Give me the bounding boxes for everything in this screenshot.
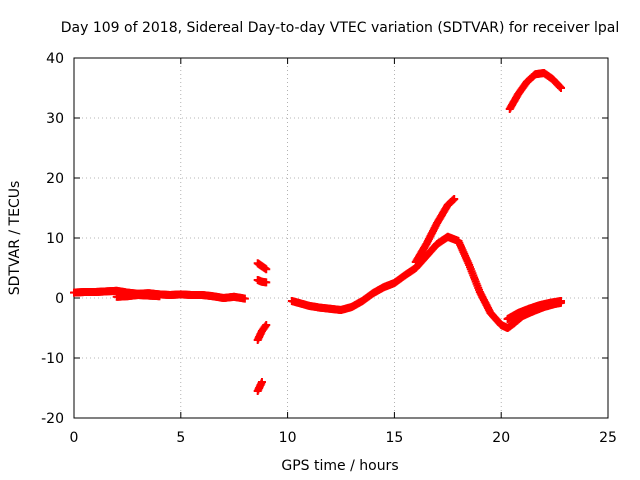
data-point xyxy=(450,195,459,203)
data-series xyxy=(253,276,271,287)
data-point xyxy=(262,278,271,287)
y-tick-label: 20 xyxy=(46,171,64,187)
data-point xyxy=(240,294,249,303)
data-markers xyxy=(70,69,566,395)
x-axis-label: GPS time / hours xyxy=(281,458,398,474)
data-series xyxy=(253,321,271,344)
y-tick-label: 40 xyxy=(46,51,64,67)
data-series xyxy=(253,378,266,395)
data-point xyxy=(155,292,164,301)
data-series xyxy=(505,69,566,113)
x-tick-labels: 0 5 10 15 20 25 xyxy=(70,430,617,446)
x-tick-label: 5 xyxy=(176,430,185,446)
x-tick-label: 20 xyxy=(492,430,510,446)
y-tick-labels: -20 -10 0 10 20 30 40 xyxy=(41,51,64,427)
grid xyxy=(74,58,608,418)
y-axis-label: SDTVAR / TECUs xyxy=(7,181,23,296)
y-tick-label: 10 xyxy=(46,231,64,247)
x-tick-label: 0 xyxy=(70,430,79,446)
x-tick-label: 10 xyxy=(279,430,297,446)
x-tick-label: 15 xyxy=(385,430,403,446)
y-tick-label: -10 xyxy=(41,351,64,367)
data-point xyxy=(557,297,566,305)
x-tick-label: 25 xyxy=(599,430,617,446)
data-point xyxy=(257,378,266,386)
data-point xyxy=(262,321,271,329)
chart-title: Day 109 of 2018, Sidereal Day-to-day VTE… xyxy=(61,20,619,36)
axis-ticks xyxy=(73,57,609,419)
data-series xyxy=(253,259,271,274)
y-tick-label: 0 xyxy=(55,291,64,307)
data-series xyxy=(112,291,164,301)
data-point xyxy=(557,84,566,92)
data-point xyxy=(262,265,271,274)
y-tick-label: 30 xyxy=(46,111,64,127)
data-series xyxy=(411,195,459,266)
data-series xyxy=(503,297,566,323)
y-tick-label: -20 xyxy=(41,411,64,427)
